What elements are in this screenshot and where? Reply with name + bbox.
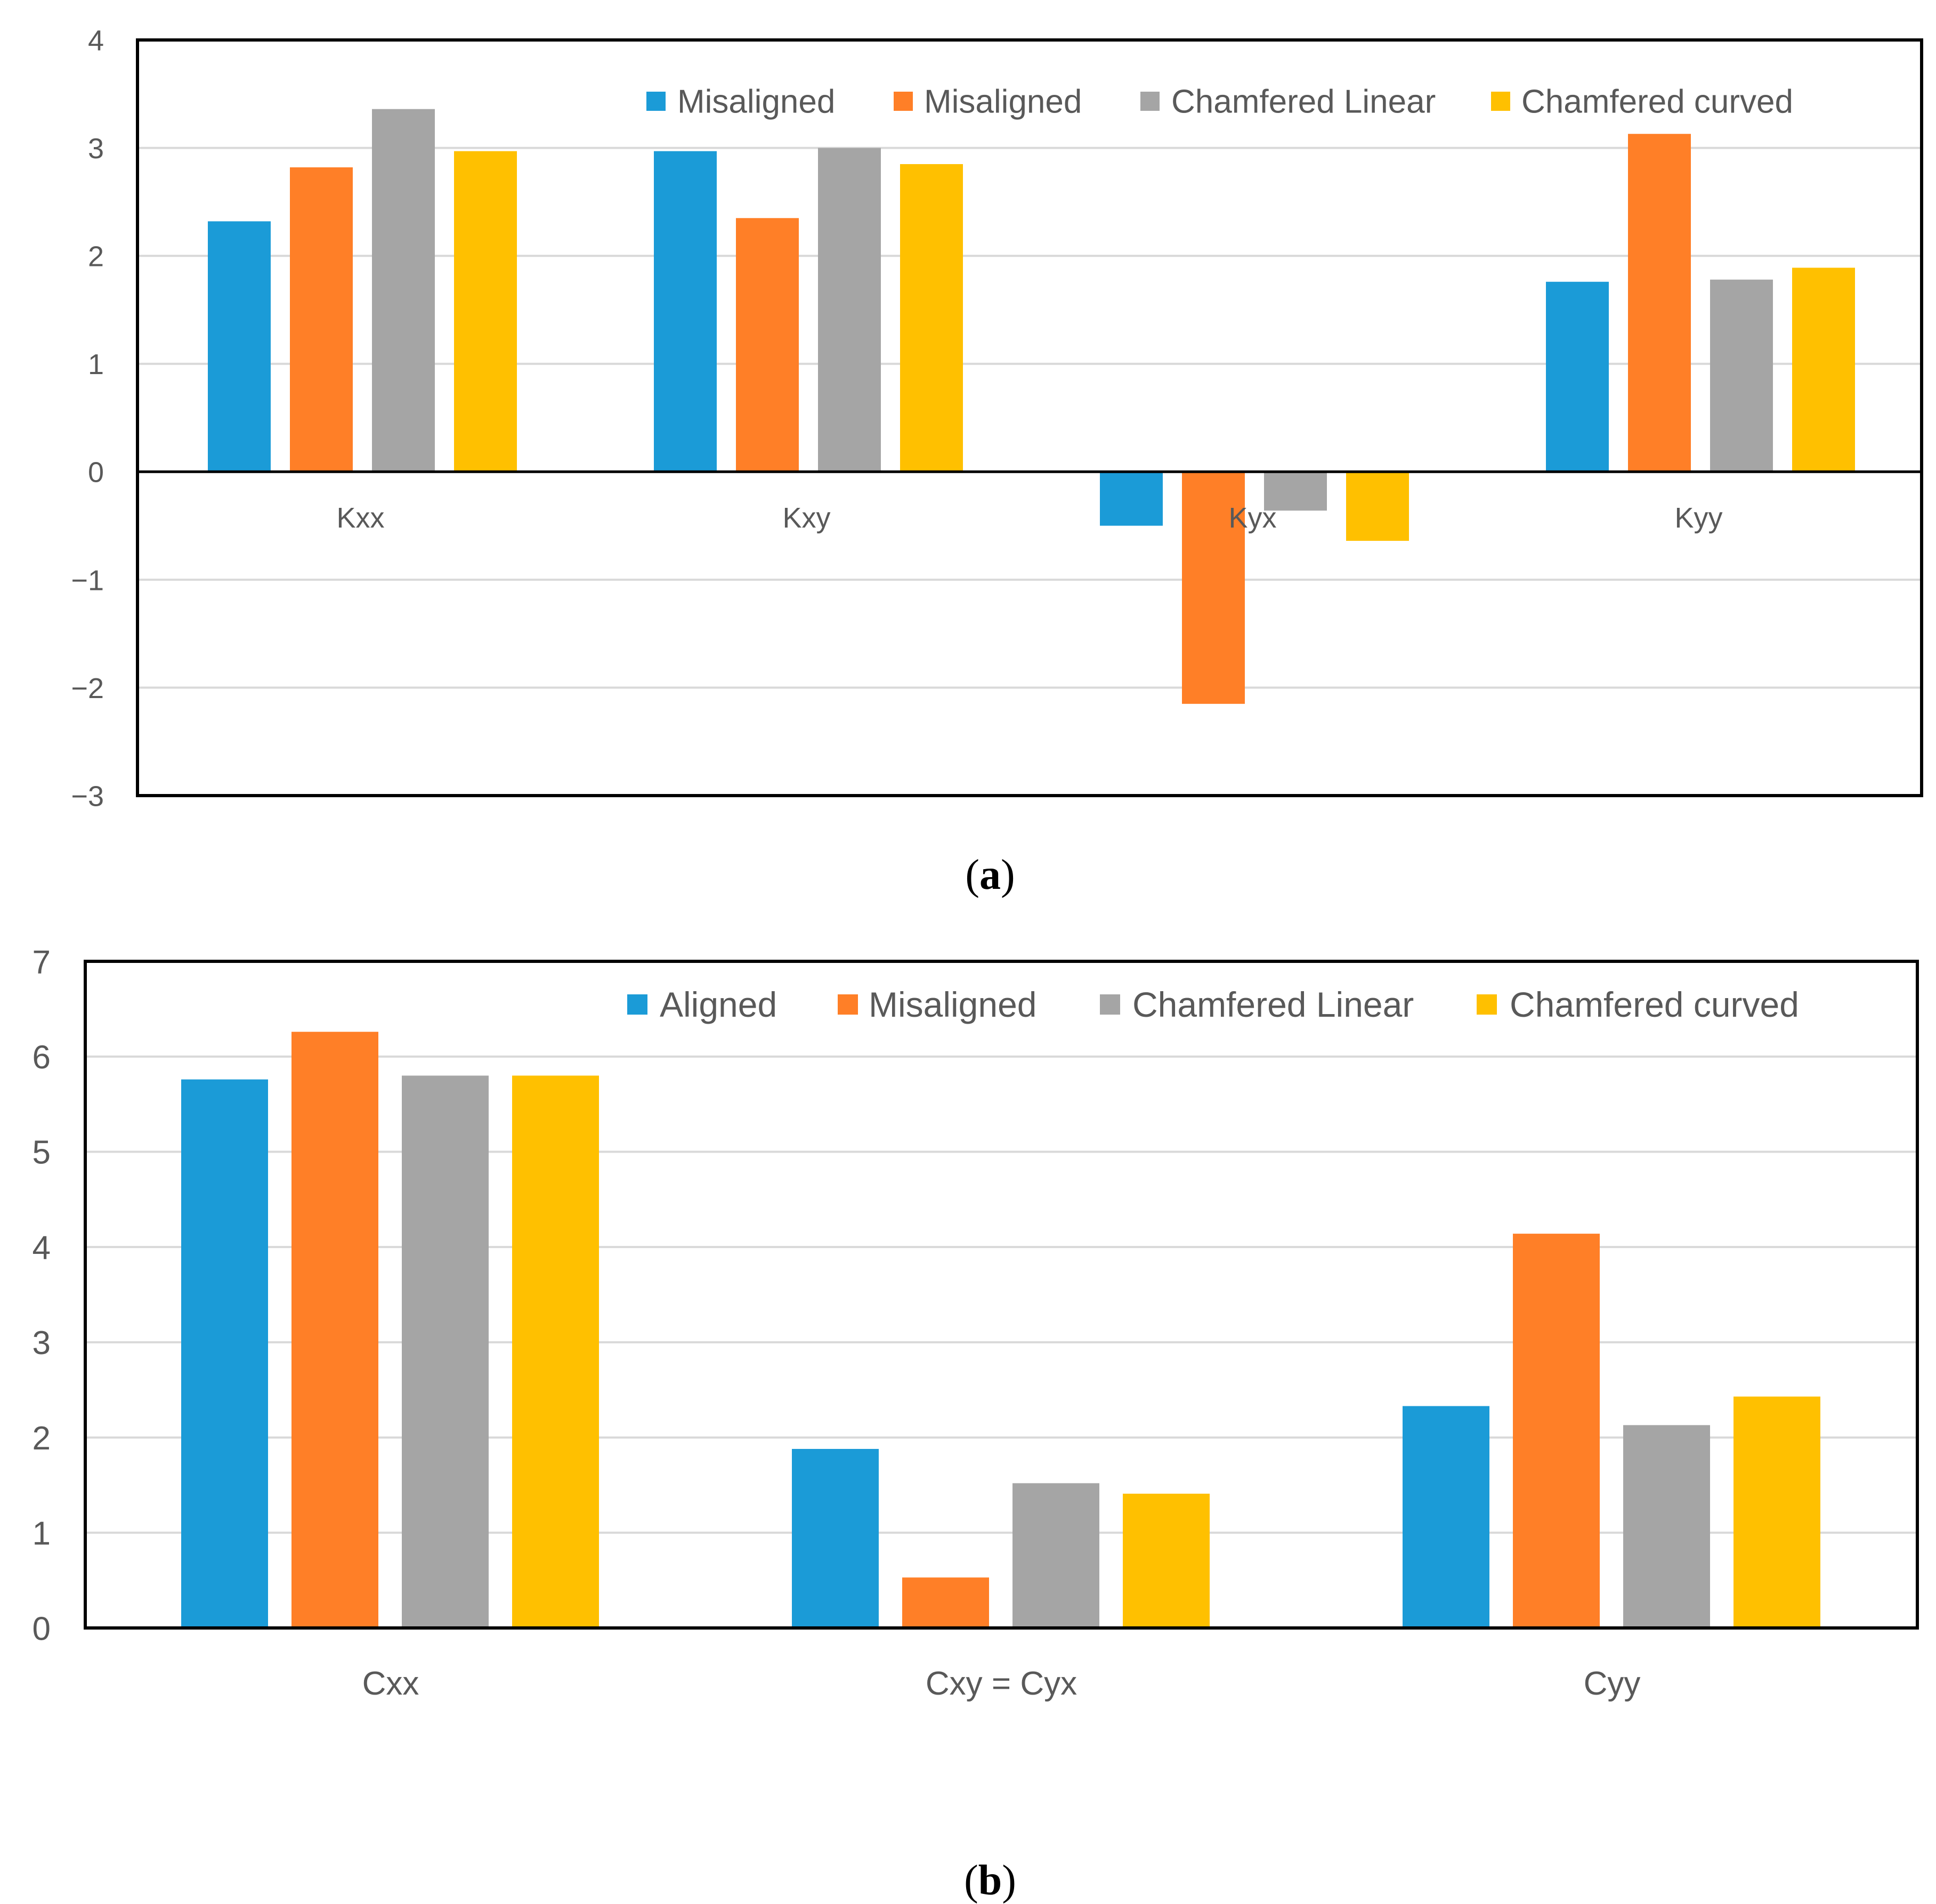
category-label: Cyy	[1584, 1665, 1641, 1702]
y-tick-label: 1	[88, 349, 104, 380]
bar-kyy-series-4	[1792, 268, 1855, 472]
legend-item: Misaligned	[894, 84, 1082, 120]
legend-label: Misaligned	[869, 985, 1037, 1024]
bar-kyy-series-2	[1628, 134, 1691, 472]
bar-cxy-cyx-series-2	[902, 1577, 989, 1628]
y-tick-label: 0	[88, 457, 104, 489]
legend-swatch	[627, 994, 647, 1015]
panel-caption: (b)	[964, 1857, 1016, 1904]
panel-caption-letter: b	[978, 1857, 1002, 1904]
y-tick-label: −3	[71, 780, 104, 812]
category-label: Kxx	[336, 502, 384, 534]
legend-label: Aligned	[660, 985, 777, 1024]
bar-cxx-series-3	[402, 1075, 489, 1628]
legend-item: Misaligned	[646, 84, 835, 120]
bar-kxy-series-2	[736, 218, 799, 472]
plot-frame	[84, 960, 1919, 1630]
legend-label: Chamfered curved	[1510, 985, 1799, 1024]
category-label: Kxy	[782, 502, 830, 534]
bar-kxx-series-4	[454, 151, 517, 472]
bar-kxx-series-2	[290, 167, 353, 472]
bar-cxy-cyx-series-3	[1012, 1483, 1099, 1628]
category-label: Cxx	[362, 1665, 419, 1702]
y-tick-label: 4	[33, 1229, 51, 1266]
legend-label: Chamfered curved	[1521, 84, 1793, 120]
legend-item: Chamfered curved	[1491, 84, 1793, 120]
bar-kyy-series-3	[1710, 279, 1773, 472]
y-tick-label: −1	[71, 564, 104, 596]
legend-swatch	[646, 92, 666, 111]
legend-item: Aligned	[627, 985, 777, 1024]
y-tick-label: 2	[33, 1420, 51, 1457]
category-label: Kyx	[1228, 502, 1276, 534]
y-tick-label: 0	[33, 1610, 51, 1647]
legend-label: Chamfered Linear	[1132, 985, 1414, 1024]
bar-kyy-series-1	[1546, 281, 1609, 472]
category-label: Kyy	[1674, 502, 1722, 534]
legend-label: Misaligned	[677, 84, 835, 120]
bar-kxy-series-1	[654, 151, 717, 472]
bar-cxy-cyx-series-1	[792, 1449, 879, 1628]
panel-caption: (a)	[965, 852, 1015, 898]
bar-kyx-series-2	[1182, 472, 1245, 704]
bar-cxy-cyx-series-4	[1123, 1494, 1210, 1628]
y-tick-label: 3	[88, 133, 104, 165]
legend-item: Chamfered curved	[1477, 985, 1799, 1024]
y-tick-label: 4	[88, 25, 104, 56]
y-tick-label: 5	[33, 1135, 51, 1171]
legend-swatch	[1491, 92, 1510, 111]
bar-kyx-series-4	[1346, 472, 1409, 541]
y-tick-label: 7	[33, 944, 51, 981]
legend-item: Chamfered Linear	[1100, 985, 1414, 1024]
y-tick-label: 3	[33, 1325, 51, 1362]
bar-cxx-series-1	[181, 1079, 268, 1628]
legend: Misaligned Misaligned Chamfered Linear Cham…	[646, 84, 1793, 120]
bar-cxx-series-2	[291, 1032, 378, 1628]
bar-cxx-series-4	[512, 1075, 599, 1628]
legend-label: Misaligned	[924, 84, 1082, 120]
legend-swatch	[1477, 994, 1497, 1015]
plot-frame	[136, 38, 1923, 797]
category-label: Cxy = Cyx	[926, 1665, 1077, 1702]
legend-item: Chamfered Linear	[1140, 84, 1436, 120]
bar-cyy-series-3	[1623, 1425, 1710, 1628]
bar-kxy-series-4	[900, 164, 963, 472]
y-tick-label: −2	[71, 673, 104, 704]
bar-kxx-series-3	[372, 109, 435, 472]
bar-kxy-series-3	[818, 148, 881, 472]
bar-kyx-series-3	[1264, 472, 1327, 511]
bar-kxx-series-1	[208, 221, 271, 472]
y-tick-label: 2	[88, 241, 104, 273]
y-tick-label: 6	[33, 1039, 51, 1076]
legend-swatch	[894, 92, 913, 111]
legend-swatch	[838, 994, 858, 1015]
bar-cyy-series-1	[1403, 1406, 1489, 1628]
legend-item: Misaligned	[838, 985, 1037, 1024]
y-tick-label: 1	[33, 1516, 51, 1552]
bar-cyy-series-2	[1513, 1234, 1600, 1628]
chart-panel-b: 7 6 5 4 3 2 1 0 Cxx Cxy = Cyx Cyy Aligned Misaligned…	[33, 944, 1919, 1904]
legend-label: Chamfered Linear	[1171, 84, 1436, 120]
panel-caption-letter: a	[979, 852, 1001, 898]
bar-kyx-series-1	[1100, 472, 1163, 526]
legend-swatch	[1100, 994, 1120, 1015]
legend-swatch	[1140, 92, 1160, 111]
legend: Aligned Misaligned Chamfered Linear Chamfer…	[627, 985, 1799, 1024]
bar-cyy-series-4	[1734, 1396, 1820, 1628]
